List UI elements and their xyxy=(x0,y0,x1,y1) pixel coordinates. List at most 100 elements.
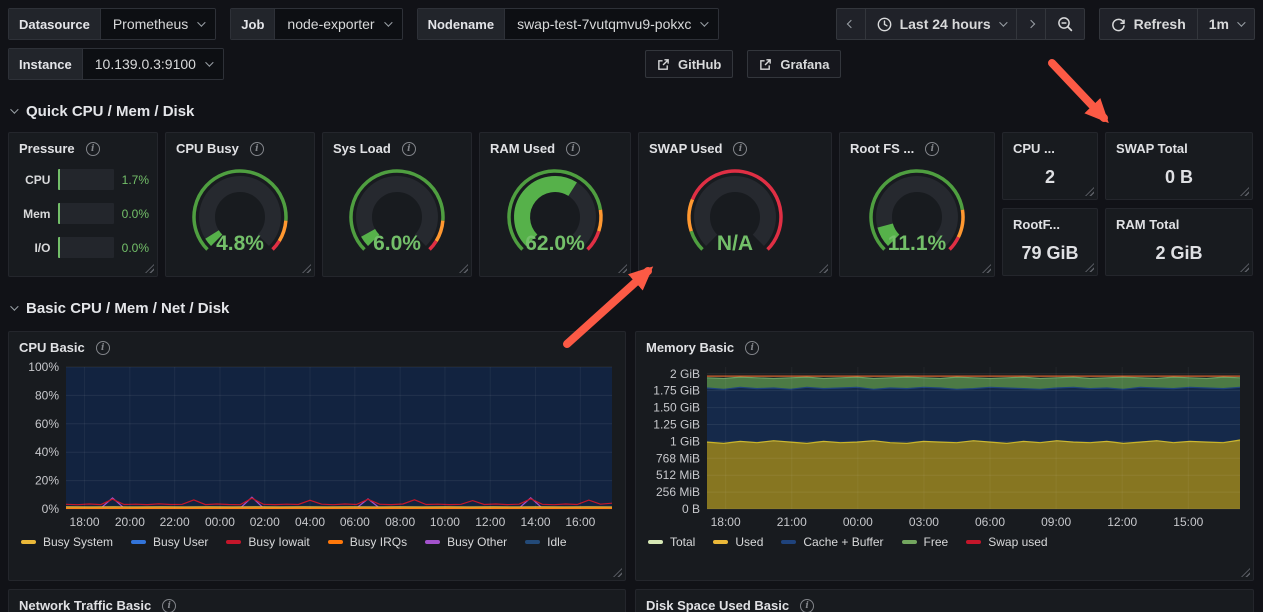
panel-resize-handle[interactable] xyxy=(302,264,311,273)
info-icon[interactable] xyxy=(925,141,940,156)
legend-label: Busy IRQs xyxy=(349,535,408,549)
panel-memory-basic: Memory Basic 0 B 256 MiB 512 MiB 768 MiB 1 Gi… xyxy=(635,331,1254,581)
variable-datasource-value[interactable]: Prometheus xyxy=(99,9,216,39)
legend-item-busy-iowait[interactable]: Busy Iowait xyxy=(226,535,310,549)
panel-resize-handle[interactable] xyxy=(145,264,154,273)
panel-stat-title[interactable]: RAM Total xyxy=(1116,217,1180,232)
legend-item-busy-system[interactable]: Busy System xyxy=(21,535,113,549)
pressure-value: 0.0% xyxy=(121,240,149,255)
panel-resize-handle[interactable] xyxy=(459,264,468,273)
toolbar-row-2: Instance 10.139.0.3:9100 GitHub Grafana xyxy=(0,48,1263,80)
stat-column-1: CPU ... 2 RootF... 79 GiB xyxy=(1002,132,1098,277)
panel-stat-title[interactable]: SWAP Total xyxy=(1116,141,1188,156)
chevron-down-icon xyxy=(197,18,206,27)
variable-nodename-value[interactable]: swap-test-7vutqmvu9-pokxc xyxy=(504,9,719,39)
variable-instance-value[interactable]: 10.139.0.3:9100 xyxy=(81,49,223,79)
time-forward-button[interactable] xyxy=(1015,9,1045,39)
panel-resize-handle[interactable] xyxy=(1085,187,1094,196)
panel-resize-handle[interactable] xyxy=(1240,263,1249,272)
legend-item-free[interactable]: Free xyxy=(901,535,948,549)
panel-stat-title[interactable]: CPU ... xyxy=(1013,141,1055,156)
legend-label: Busy Iowait xyxy=(248,535,310,549)
info-icon[interactable] xyxy=(85,141,100,156)
panel-resize-handle[interactable] xyxy=(982,264,991,273)
panel-resize-handle[interactable] xyxy=(1241,568,1250,577)
legend-item-busy-other[interactable]: Busy Other xyxy=(425,535,507,549)
info-icon[interactable] xyxy=(401,141,416,156)
link-button-grafana[interactable]: Grafana xyxy=(747,50,842,78)
info-icon[interactable] xyxy=(800,598,815,612)
legend-item-total[interactable]: Total xyxy=(648,535,695,549)
legend-swatch xyxy=(131,540,147,544)
panel-gauge-title[interactable]: RAM Used xyxy=(490,141,556,156)
panel-resize-handle[interactable] xyxy=(1240,187,1249,196)
time-back-button[interactable] xyxy=(837,9,865,39)
variable-nodename[interactable]: Nodename swap-test-7vutqmvu9-pokxc xyxy=(416,8,720,40)
panel-stat-header: SWAP Total xyxy=(1106,133,1252,156)
panel-chart-title[interactable]: CPU Basic xyxy=(19,340,85,355)
panel-disk-space-used-basic: Disk Space Used Basic xyxy=(635,589,1254,612)
gauge-value: 6.0% xyxy=(373,232,421,255)
legend-label: Idle xyxy=(547,535,567,549)
bottom-panels-row: Network Traffic Basic Disk Space Used Bas… xyxy=(8,589,1255,612)
legend-item-used[interactable]: Used xyxy=(713,535,763,549)
x-axis-tick: 15:00 xyxy=(1173,515,1203,529)
y-axis-tick: 80% xyxy=(35,388,59,402)
refresh-interval-label: 1m xyxy=(1208,16,1229,32)
y-axis-tick: 100% xyxy=(28,360,59,374)
info-icon[interactable] xyxy=(745,340,760,355)
legend-item-idle[interactable]: Idle xyxy=(525,535,567,549)
refresh-icon xyxy=(1111,18,1125,31)
panel-partial-title[interactable]: Disk Space Used Basic xyxy=(646,598,790,612)
link-button-github[interactable]: GitHub xyxy=(645,50,734,78)
info-icon[interactable] xyxy=(162,598,177,612)
info-icon[interactable] xyxy=(733,141,748,156)
section-quick-cpu-mem-disk[interactable]: Quick CPU / Mem / Disk xyxy=(10,100,1255,122)
info-icon[interactable] xyxy=(95,340,110,355)
zoom-out-button[interactable] xyxy=(1044,9,1084,39)
panel-stat-swap-total: SWAP Total 0 B xyxy=(1105,132,1253,200)
pressure-row-mem: Mem 0.0% xyxy=(17,203,149,224)
panel-resize-handle[interactable] xyxy=(618,264,627,273)
panel-chart-title[interactable]: Memory Basic xyxy=(646,340,735,355)
refresh-picker: Refresh 1m xyxy=(1098,8,1255,40)
panel-pressure-title[interactable]: Pressure xyxy=(19,141,75,156)
x-axis-tick: 06:00 xyxy=(975,515,1005,529)
panel-cpu-basic: CPU Basic 0% 20% 40% 60% 80% 100% 18:00 20:00 22:… xyxy=(8,331,626,581)
legend-swatch xyxy=(425,540,441,544)
legend-item-busy-irqs[interactable]: Busy IRQs xyxy=(327,535,408,549)
refresh-button[interactable]: Refresh xyxy=(1100,9,1197,39)
section-basic-cpu-mem-net-disk[interactable]: Basic CPU / Mem / Net / Disk xyxy=(10,297,1255,319)
panel-partial-title[interactable]: Network Traffic Basic xyxy=(19,598,152,612)
info-icon[interactable] xyxy=(249,141,264,156)
y-axis-tick: 20% xyxy=(35,474,59,488)
panel-resize-handle[interactable] xyxy=(1085,263,1094,272)
legend-item-busy-user[interactable]: Busy User xyxy=(131,535,208,549)
variable-job-value-text: node-exporter xyxy=(287,16,375,32)
refresh-interval-button[interactable]: 1m xyxy=(1196,9,1254,39)
panel-resize-handle[interactable] xyxy=(613,568,622,577)
panel-stat-title[interactable]: RootF... xyxy=(1013,217,1060,232)
panel-gauge-title[interactable]: Sys Load xyxy=(333,141,391,156)
x-axis-tick: 00:00 xyxy=(843,515,873,529)
panel-stat-header: RAM Total xyxy=(1106,209,1252,232)
variable-job[interactable]: Job node-exporter xyxy=(230,8,403,40)
panel-gauge-title[interactable]: SWAP Used xyxy=(649,141,723,156)
panel-gauge-title[interactable]: Root FS ... xyxy=(850,141,915,156)
variable-instance[interactable]: Instance 10.139.0.3:9100 xyxy=(8,48,224,80)
variable-datasource[interactable]: Datasource Prometheus xyxy=(8,8,217,40)
x-axis-tick: 00:00 xyxy=(205,515,235,529)
legend-item-cache-buffer[interactable]: Cache + Buffer xyxy=(781,535,884,549)
panel-resize-handle[interactable] xyxy=(819,264,828,273)
y-axis-tick: 256 MiB xyxy=(656,485,700,499)
x-axis-tick: 06:00 xyxy=(340,515,370,529)
gauge-ram-used: 62.0% xyxy=(507,169,603,255)
panel-gauge-title[interactable]: CPU Busy xyxy=(176,141,239,156)
time-range-button[interactable]: Last 24 hours xyxy=(864,9,1016,39)
variable-job-value[interactable]: node-exporter xyxy=(274,9,402,39)
legend-label: Swap used xyxy=(988,535,1048,549)
chevron-down-icon xyxy=(205,58,214,67)
legend-item-swap-used[interactable]: Swap used xyxy=(966,535,1048,549)
legend-label: Busy Other xyxy=(447,535,508,549)
info-icon[interactable] xyxy=(566,141,581,156)
